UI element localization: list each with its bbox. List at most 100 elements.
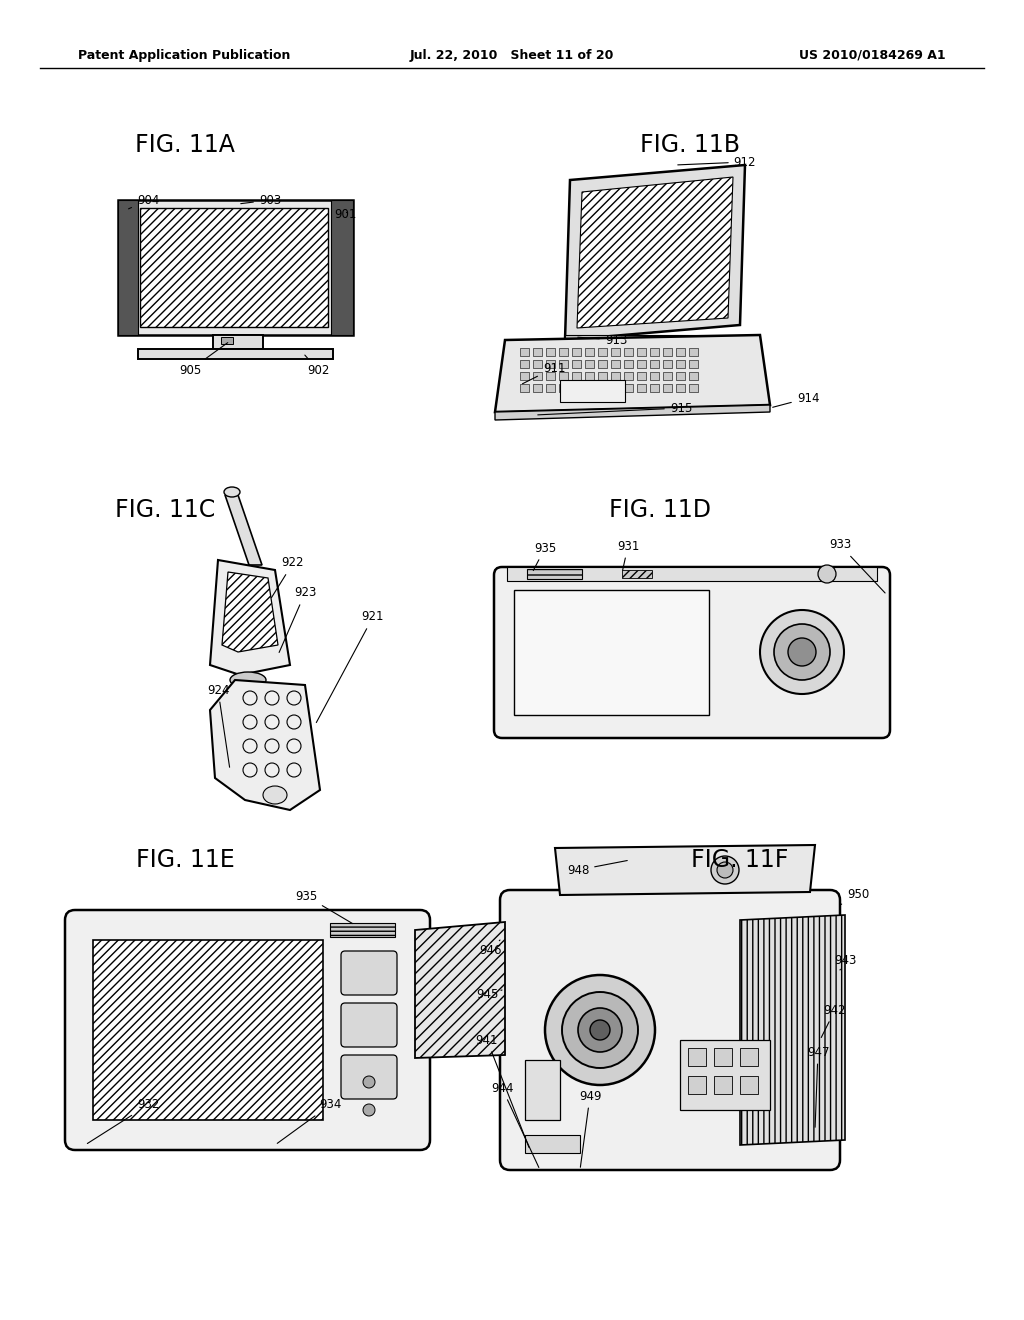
Text: 945: 945 [476,989,502,1002]
Circle shape [243,715,257,729]
Circle shape [590,1020,610,1040]
Bar [740,1048,758,1067]
Bar [520,348,529,356]
Bar [611,360,620,368]
Bar [525,1135,580,1152]
Bar [650,384,659,392]
Bar [650,372,659,380]
Text: 904: 904 [129,194,159,209]
Bar [534,360,542,368]
Bar [93,940,323,1119]
Bar [611,372,620,380]
Circle shape [578,1008,622,1052]
Bar [585,372,594,380]
Bar [525,1060,560,1119]
Bar [118,201,138,335]
Circle shape [243,690,257,705]
Bar [221,337,233,345]
Circle shape [287,763,301,777]
Bar [598,348,607,356]
Text: FIG. 11A: FIG. 11A [135,133,234,157]
Polygon shape [565,165,745,341]
Circle shape [287,715,301,729]
Circle shape [243,739,257,752]
Text: 905: 905 [179,343,227,376]
Bar [650,348,659,356]
Bar [624,348,633,356]
Bar [690,338,708,345]
Text: 949: 949 [579,1089,601,1167]
Polygon shape [415,921,505,1059]
Circle shape [362,1076,375,1088]
Text: 943: 943 [834,953,856,970]
Circle shape [562,993,638,1068]
Polygon shape [495,335,770,412]
Bar [624,372,633,380]
Circle shape [243,763,257,777]
Text: 903: 903 [241,194,282,206]
Text: US 2010/0184269 A1: US 2010/0184269 A1 [800,49,946,62]
Text: 935: 935 [295,890,352,924]
Bar [572,360,581,368]
Text: Patent Application Publication: Patent Application Publication [78,49,291,62]
Bar [546,348,555,356]
Bar [689,360,698,368]
Polygon shape [222,572,278,652]
Bar [611,384,620,392]
Polygon shape [210,680,319,810]
Text: 901: 901 [334,209,356,222]
Circle shape [287,690,301,705]
Text: 915: 915 [538,401,692,414]
Bar [572,348,581,356]
Bar [565,335,743,343]
Polygon shape [555,845,815,895]
FancyBboxPatch shape [65,909,430,1150]
Text: 902: 902 [305,355,329,376]
Text: 934: 934 [278,1098,341,1143]
Bar [650,360,659,368]
Ellipse shape [230,672,266,688]
Bar [663,360,672,368]
Bar [213,335,263,348]
Bar [572,372,581,380]
Bar [559,348,568,356]
Bar [676,372,685,380]
Text: 922: 922 [271,557,304,598]
Text: 935: 935 [534,541,556,570]
Bar [637,384,646,392]
Bar [514,590,709,715]
Bar [572,384,581,392]
Bar [520,372,529,380]
Polygon shape [495,405,770,420]
Bar [534,348,542,356]
Bar [624,360,633,368]
Bar [559,360,568,368]
Bar [688,1076,706,1094]
Text: 941: 941 [476,1034,529,1147]
Bar [520,384,529,392]
Bar [680,1040,770,1110]
Bar [559,372,568,380]
Bar [676,384,685,392]
Text: 932: 932 [87,1098,159,1143]
Polygon shape [225,495,262,565]
Text: 947: 947 [807,1045,829,1127]
Bar [585,348,594,356]
Bar [330,923,395,937]
Text: 921: 921 [316,610,384,722]
Bar [688,1048,706,1067]
FancyBboxPatch shape [341,1003,397,1047]
Bar [689,348,698,356]
Circle shape [788,638,816,667]
Text: FIG. 11E: FIG. 11E [135,847,234,873]
Text: 923: 923 [280,586,316,652]
Bar [585,384,594,392]
Bar [637,348,646,356]
Bar [676,348,685,356]
Text: FIG. 11F: FIG. 11F [691,847,788,873]
FancyBboxPatch shape [341,1055,397,1100]
Bar [663,384,672,392]
Circle shape [265,715,279,729]
Bar [118,201,353,335]
Text: 914: 914 [773,392,819,408]
